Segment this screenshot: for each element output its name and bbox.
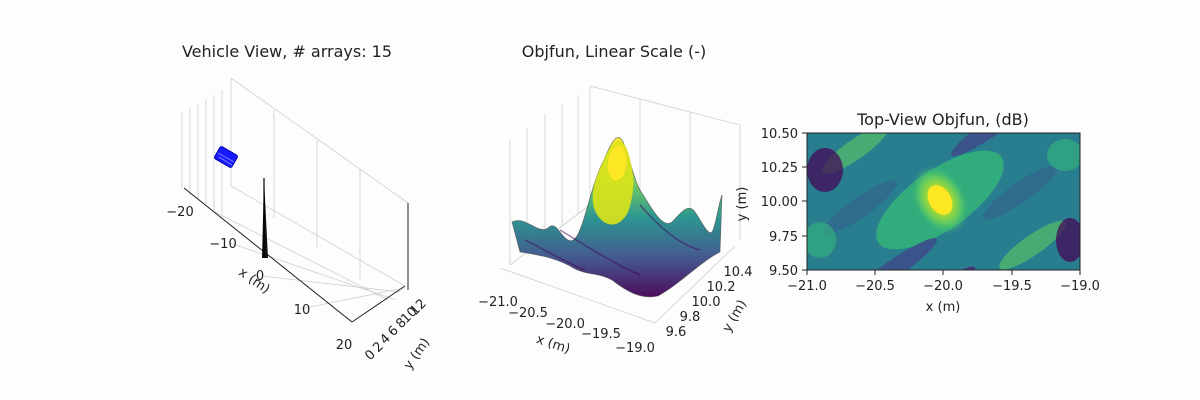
surface-x-ticks: −21.0 −20.5 −20.0 −19.5 −19.0 [478,295,655,356]
y-tick-label: 10.2 [707,280,736,295]
surface-y-ticks: 9.6 9.8 10.0 10.2 10.4 [666,265,753,340]
x-tick-label: −19.5 [992,279,1032,294]
vehicle-view-panel: Vehicle View, # arrays: 15 [166,42,433,372]
y-tick-label: 10.00 [761,195,798,210]
top-view-x-axis-label: x (m) [926,300,961,315]
objfun-surface [511,137,723,298]
y-tick-label: 9.50 [769,264,798,279]
top-view-y-tick-labels: 10.50 10.25 10.00 9.75 9.50 [761,127,798,279]
top-view-panel: Top-View Objfun, (dB) [761,110,1100,315]
x-tick-label: −20 [166,205,193,220]
vehicle-view-axes [183,187,409,323]
x-tick-label: −20.5 [855,279,895,294]
y-tick-label: 9.8 [680,310,701,325]
top-view-heatmap [807,133,1080,270]
x-tick-label: −21.0 [787,279,827,294]
top-view-x-tick-labels: −21.0 −20.5 −20.0 −19.5 −19.0 [787,279,1100,294]
target-spike [262,178,268,258]
x-tick-label: −19.5 [581,327,621,342]
vehicle-x-ticks: −20 −10 0 10 20 [166,205,352,353]
x-tick-label: −20.0 [923,279,963,294]
surface-y-axis-label-bottom: y (m) [720,298,750,335]
x-tick-label: 10 [294,303,311,318]
x-tick-label: −10 [209,237,236,252]
x-tick-label: −20.5 [508,306,548,321]
x-tick-label: 20 [336,338,353,353]
top-view-y-ticks [802,132,807,271]
y-tick-label: 10.25 [761,161,798,176]
vehicle-view-panes [181,77,409,323]
surface-panes [499,85,741,324]
x-tick-label: 0 [256,269,264,284]
top-view-x-ticks [806,270,1081,275]
x-tick-label: −21.0 [478,295,518,310]
top-view-title: Top-View Objfun, (dB) [856,110,1029,129]
x-tick-label: −19.0 [1060,279,1100,294]
y-tick-label: 9.75 [769,230,798,245]
y-tick-label: 9.6 [666,325,687,340]
y-tick-label: 10.0 [692,295,721,310]
objfun-surface-panel: Objfun, Linear Scale (-) −21.0 −20.5 [478,42,752,357]
vehicle-y-axis-label: y (m) [401,336,433,373]
objfun-surface-title: Objfun, Linear Scale (-) [522,42,706,61]
vehicle-view-title: Vehicle View, # arrays: 15 [182,42,392,61]
x-tick-label: −19.0 [615,341,655,356]
x-tick-label: −20.0 [545,317,585,332]
vehicle-x-axis-label: x (m) [236,265,273,297]
surface-y-axis-label-side: y (m) [735,187,750,222]
y-tick-label: 10.50 [761,127,798,142]
vehicle-arrays [214,146,238,168]
y-tick-label: 10.4 [724,265,753,280]
surface-x-axis-label: x (m) [534,332,572,357]
